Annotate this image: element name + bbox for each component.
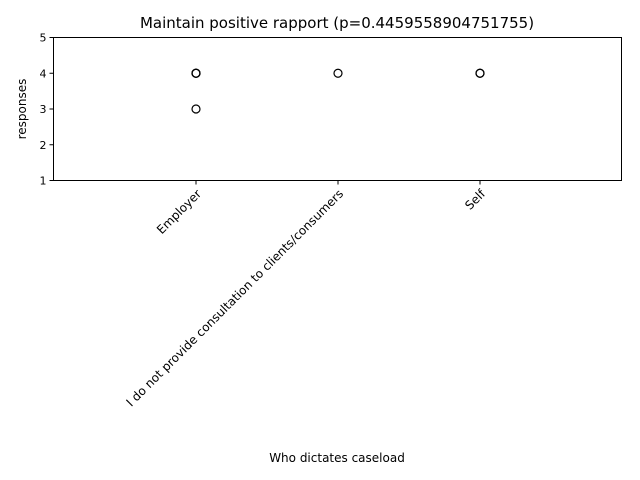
plot-area-frame <box>53 37 622 181</box>
outlier-point <box>191 68 201 78</box>
chart-title: Maintain positive rapport (p=0.445955890… <box>140 14 534 32</box>
outlier-point <box>333 68 343 78</box>
y-tick-label: 2 <box>40 139 47 152</box>
y-tick-label: 3 <box>40 103 47 116</box>
outlier-points <box>191 68 485 114</box>
outlier-point <box>475 68 485 78</box>
y-axis: 1 2 3 4 5 <box>40 32 54 188</box>
x-tick-label: I do not provide consultation to clients… <box>123 187 346 410</box>
x-axis-label: Who dictates caseload <box>269 451 405 465</box>
outlier-point <box>191 104 201 114</box>
y-axis-label: responses <box>15 79 29 140</box>
y-tick-label: 1 <box>40 175 47 188</box>
y-tick-label: 5 <box>40 32 47 45</box>
x-tick-label: Self <box>462 186 488 212</box>
x-tick-label: Employer <box>154 187 204 237</box>
y-tick-label: 4 <box>40 67 47 80</box>
